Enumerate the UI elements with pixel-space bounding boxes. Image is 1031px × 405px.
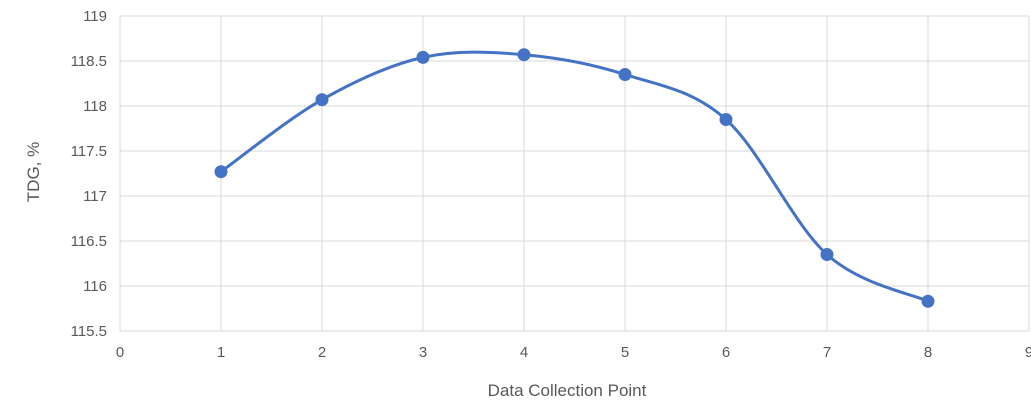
series-layer	[214, 48, 935, 308]
x-tick-labels: 0 1 2 3 4 5 6 7 8 9	[116, 344, 1031, 361]
tdg-series-line	[219, 50, 930, 303]
data-point-marker	[315, 93, 329, 107]
x-tick-label: 8	[924, 344, 932, 361]
x-axis-title: Data Collection Point	[488, 381, 647, 400]
y-tick-label: 117.5	[71, 143, 107, 160]
x-tick-label: 9	[1025, 344, 1031, 361]
data-point-marker	[618, 68, 632, 81]
x-tick-label: 4	[520, 344, 528, 361]
data-point-marker	[517, 48, 531, 62]
y-tick-label: 118.5	[71, 53, 107, 70]
y-tick-label: 117	[83, 188, 107, 205]
y-tick-label: 118	[83, 98, 107, 115]
data-point-marker	[820, 248, 834, 261]
horizontal-gridlines	[120, 15, 1029, 332]
x-tick-label: 7	[823, 344, 831, 361]
vertical-gridlines	[119, 16, 1030, 331]
y-axis-title: TDG, %	[24, 142, 43, 202]
y-tick-label: 116	[83, 278, 107, 295]
data-point-marker	[921, 294, 935, 308]
y-tick-label: 115.5	[71, 323, 107, 340]
x-tick-label: 6	[722, 344, 730, 361]
data-point-marker	[719, 113, 733, 126]
x-tick-label: 0	[116, 344, 124, 361]
y-tick-label: 116.5	[71, 233, 107, 250]
x-tick-label: 5	[621, 344, 629, 361]
y-tick-labels: 115.5 116 116.5 117 117.5 118 118.5 119	[71, 8, 107, 340]
x-tick-label: 2	[318, 344, 326, 361]
data-point-marker	[416, 50, 430, 64]
y-tick-label: 119	[83, 8, 107, 25]
x-tick-label: 3	[419, 344, 427, 361]
data-point-marker	[214, 165, 228, 179]
x-tick-label: 1	[217, 344, 225, 361]
